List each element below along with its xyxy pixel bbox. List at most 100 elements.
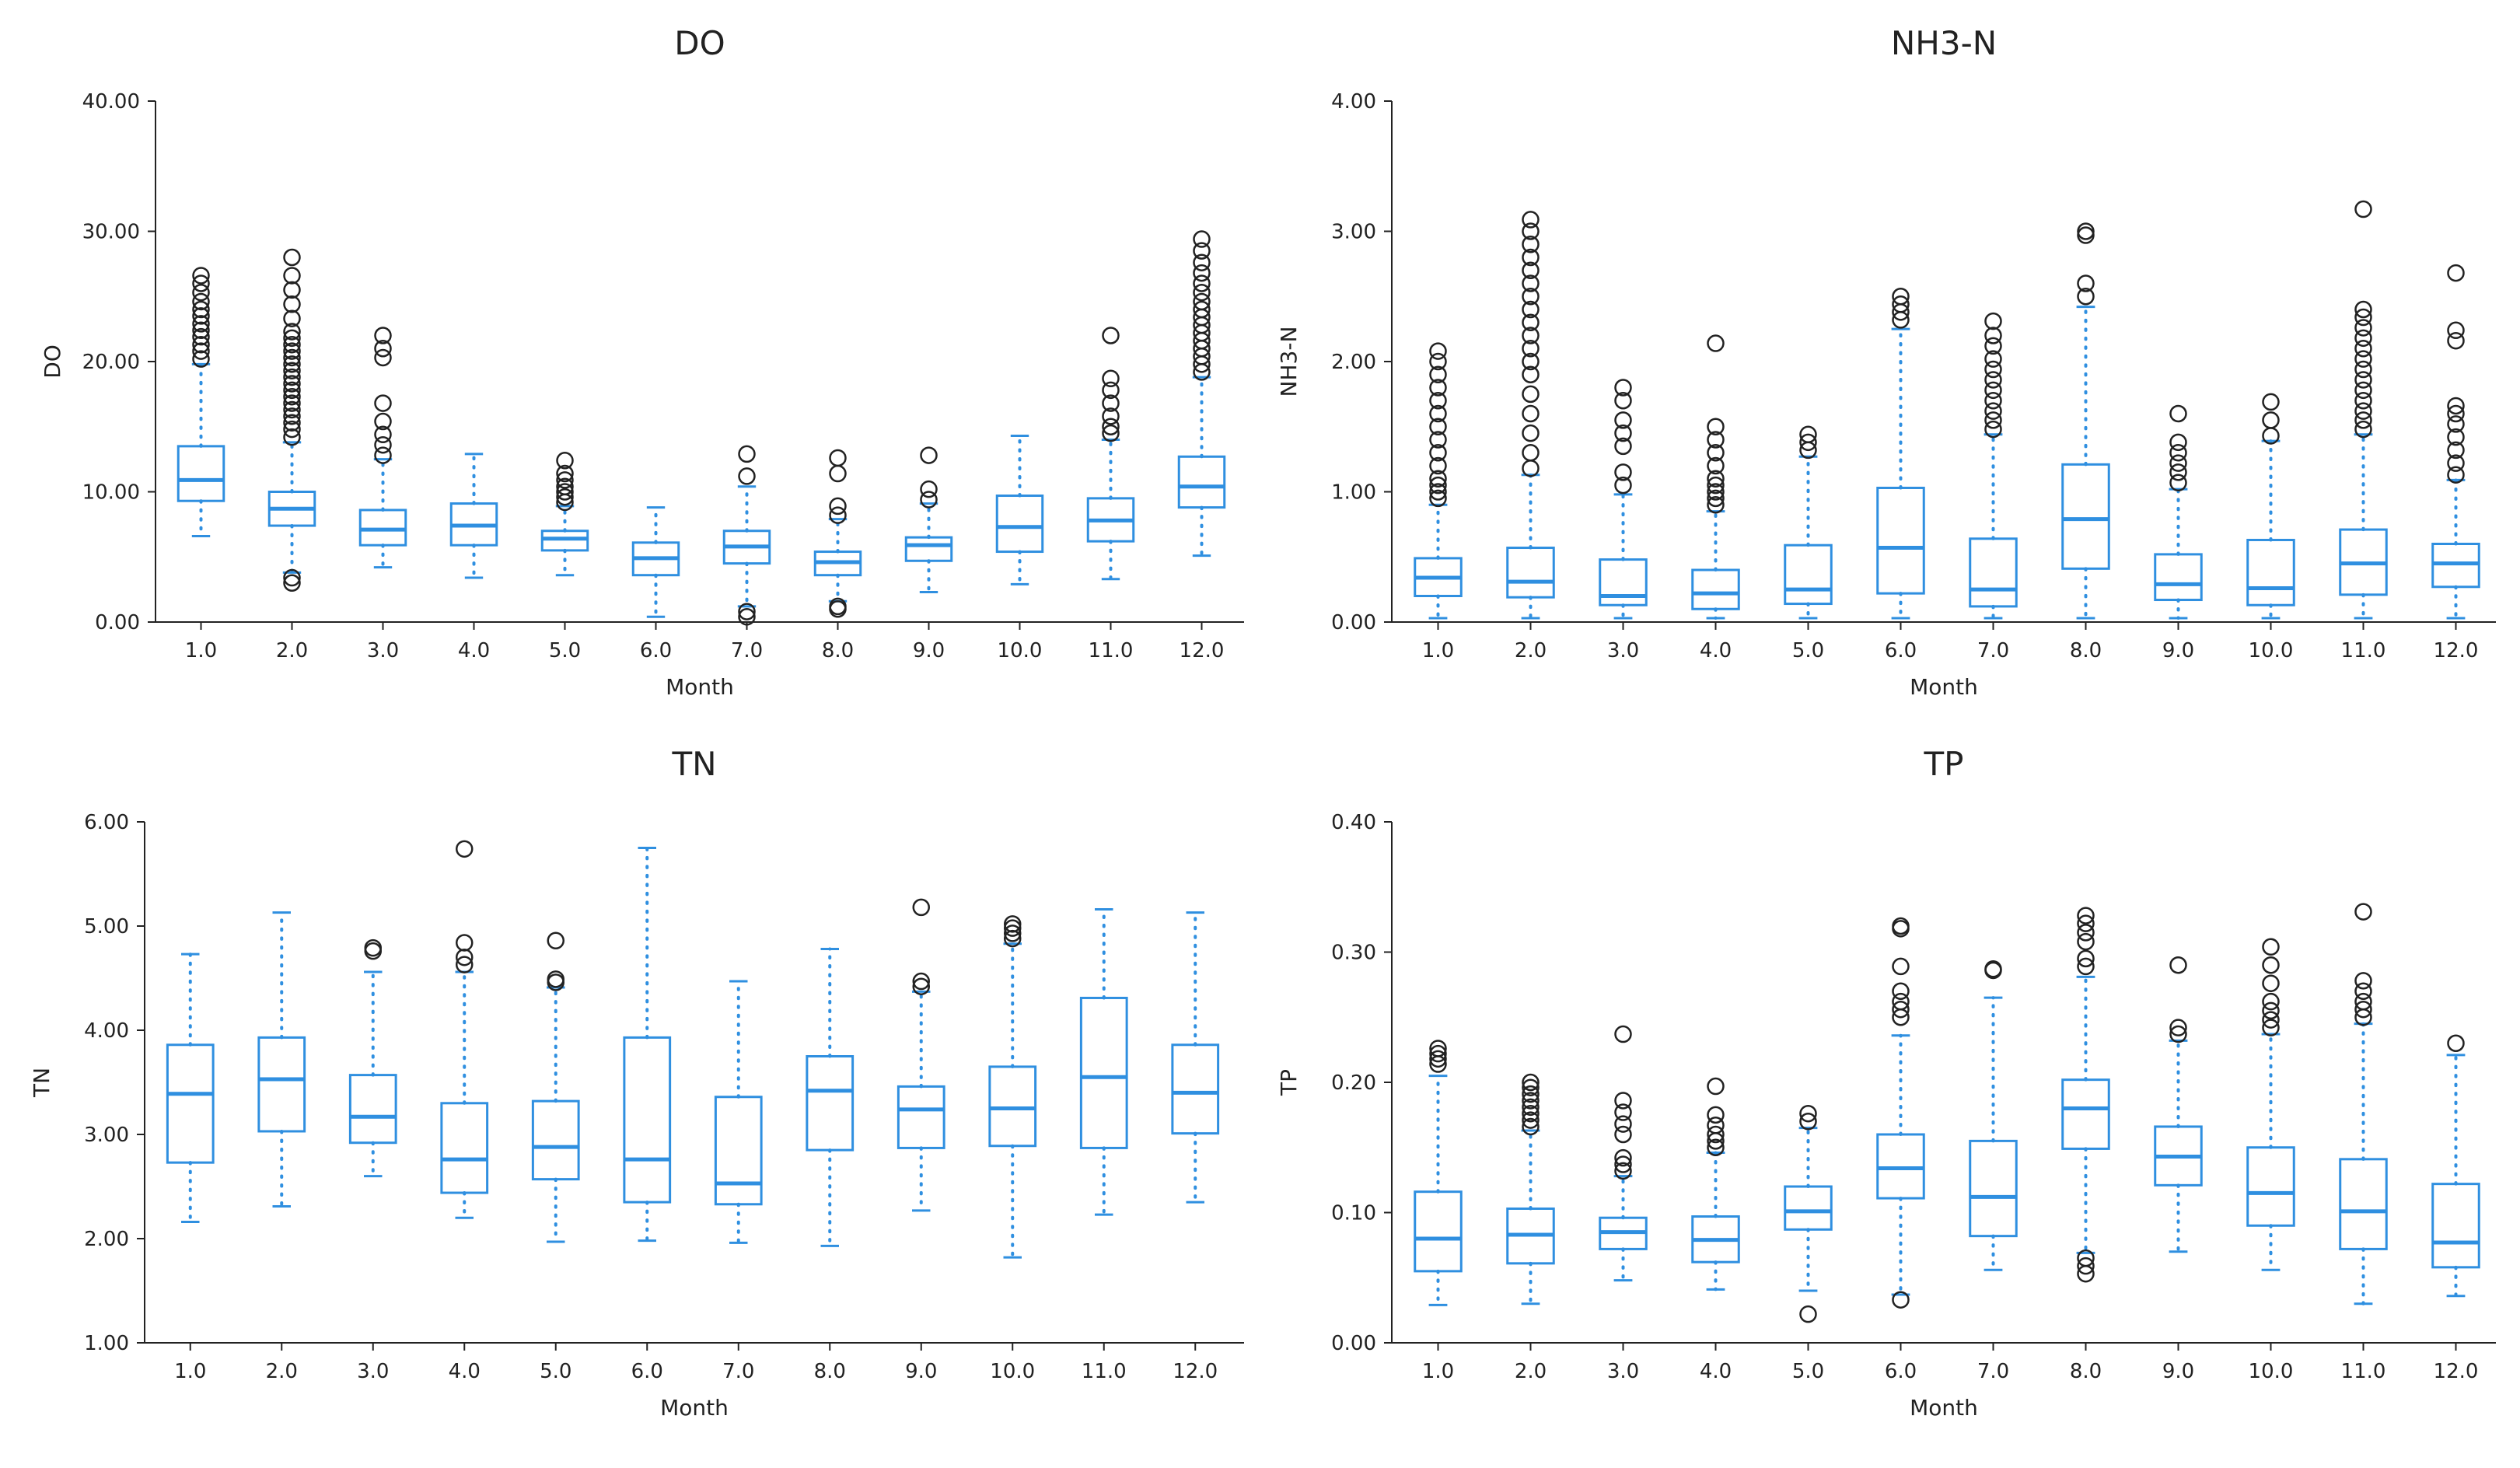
outlier-point xyxy=(2077,274,2095,292)
box-month-2 xyxy=(1506,211,1555,620)
outlier-point xyxy=(2447,415,2465,433)
outlier-point xyxy=(1429,379,1447,397)
outlier-point xyxy=(1799,1104,1817,1123)
outlier-point xyxy=(1004,915,1022,933)
outlier-point xyxy=(2354,903,2372,921)
outlier-point xyxy=(283,387,301,406)
box-iqr xyxy=(1876,1133,1925,1200)
outlier-point xyxy=(1614,1148,1632,1167)
y-tick-label: 0.40 xyxy=(1331,811,1376,834)
outlier-point xyxy=(1614,437,1632,456)
box-month-4 xyxy=(1691,1077,1740,1291)
outlier-point xyxy=(1429,342,1447,360)
outlier-point xyxy=(1707,444,1725,462)
box-iqr xyxy=(714,1096,763,1206)
outlier-point xyxy=(456,956,474,973)
box-month-12 xyxy=(1177,230,1226,557)
outlier-point xyxy=(1522,327,1540,344)
chart-title: NH3-N xyxy=(1891,24,1997,62)
outlier-point xyxy=(1429,1044,1447,1063)
outlier-point xyxy=(1984,327,2002,344)
outlier-point xyxy=(283,568,301,587)
box-month-1 xyxy=(1414,1040,1463,1307)
outlier-point xyxy=(283,329,301,348)
box-month-12 xyxy=(2431,1034,2480,1298)
y-tick-label: 0.10 xyxy=(1331,1202,1376,1225)
outlier-point xyxy=(2077,949,2095,968)
box-month-10 xyxy=(2246,393,2295,620)
x-tick-label: 2.0 xyxy=(1515,1360,1547,1383)
y-axis-label: NH3-N xyxy=(1276,327,1302,397)
outlier-point xyxy=(738,445,756,463)
y-tick-label: 0.00 xyxy=(1331,611,1376,634)
outlier-point xyxy=(2447,404,2465,423)
box-month-5 xyxy=(1784,1104,1833,1323)
box-month-12 xyxy=(1171,911,1220,1204)
outlier-point xyxy=(283,375,301,393)
outlier-point xyxy=(1193,242,1211,260)
outlier-point xyxy=(1707,496,1725,514)
outlier-point xyxy=(192,335,210,354)
box-month-7 xyxy=(722,445,771,626)
outlier-point xyxy=(192,315,210,333)
box-month-6 xyxy=(631,505,680,619)
outlier-point xyxy=(1522,424,1540,442)
outlier-point xyxy=(1193,283,1211,302)
outlier-point xyxy=(2354,420,2372,439)
box-iqr xyxy=(1969,537,2018,608)
box-iqr xyxy=(806,1055,855,1152)
x-tick-label: 7.0 xyxy=(731,639,763,662)
x-tick-label: 10.0 xyxy=(998,639,1043,662)
outlier-point xyxy=(283,323,301,341)
outlier-point xyxy=(2447,428,2465,446)
outlier-point xyxy=(1522,211,1540,229)
box-iqr xyxy=(995,495,1044,554)
y-tick-label: 2.00 xyxy=(84,1228,129,1251)
outlier-point xyxy=(1614,1125,1632,1144)
outlier-point xyxy=(2077,1257,2095,1275)
outlier-point xyxy=(283,248,301,267)
x-tick-label: 4.0 xyxy=(449,1360,481,1383)
outlier-point xyxy=(1522,261,1540,279)
outlier-point xyxy=(192,292,210,311)
outlier-point xyxy=(2169,463,2187,481)
outlier-point xyxy=(283,362,301,379)
x-tick-label: 6.0 xyxy=(1885,1360,1917,1383)
box-iqr xyxy=(2339,1158,2388,1250)
outlier-point xyxy=(920,446,938,464)
outlier-point xyxy=(283,394,301,412)
outlier-point xyxy=(1522,300,1540,319)
x-tick-label: 9.0 xyxy=(2162,1360,2194,1383)
box-month-1 xyxy=(166,952,215,1224)
box-iqr xyxy=(1876,486,1925,595)
outlier-point xyxy=(374,412,392,431)
outlier-point xyxy=(1522,274,1540,292)
outlier-point xyxy=(556,477,574,496)
outlier-point xyxy=(1707,1125,1725,1144)
y-tick-label: 3.00 xyxy=(1331,221,1376,244)
box-month-5 xyxy=(1784,425,1833,620)
outlier-point xyxy=(1522,1098,1540,1117)
x-axis-label: Month xyxy=(660,1395,729,1421)
outlier-point xyxy=(2354,381,2372,400)
outlier-point xyxy=(829,506,847,524)
outlier-point xyxy=(547,931,564,950)
outlier-point xyxy=(1522,288,1540,306)
outlier-point xyxy=(1984,360,2002,379)
y-tick-label: 5.00 xyxy=(84,915,129,938)
x-tick-label: 12.0 xyxy=(2434,1360,2479,1383)
outlier-point xyxy=(1429,431,1447,449)
outlier-point xyxy=(2077,288,2095,306)
x-tick-label: 2.0 xyxy=(266,1360,298,1383)
outlier-point xyxy=(1522,1073,1540,1092)
x-tick-label: 10.0 xyxy=(2249,639,2294,662)
outlier-point xyxy=(1892,992,1910,1011)
chart-title: TP xyxy=(1924,745,1964,783)
box-iqr xyxy=(1784,1185,1833,1231)
x-tick-label: 2.0 xyxy=(276,639,308,662)
outlier-point xyxy=(547,970,564,988)
box-iqr xyxy=(2246,538,2295,606)
outlier-point xyxy=(1429,476,1447,495)
outlier-point xyxy=(2354,350,2372,368)
outlier-point xyxy=(1614,1155,1632,1173)
